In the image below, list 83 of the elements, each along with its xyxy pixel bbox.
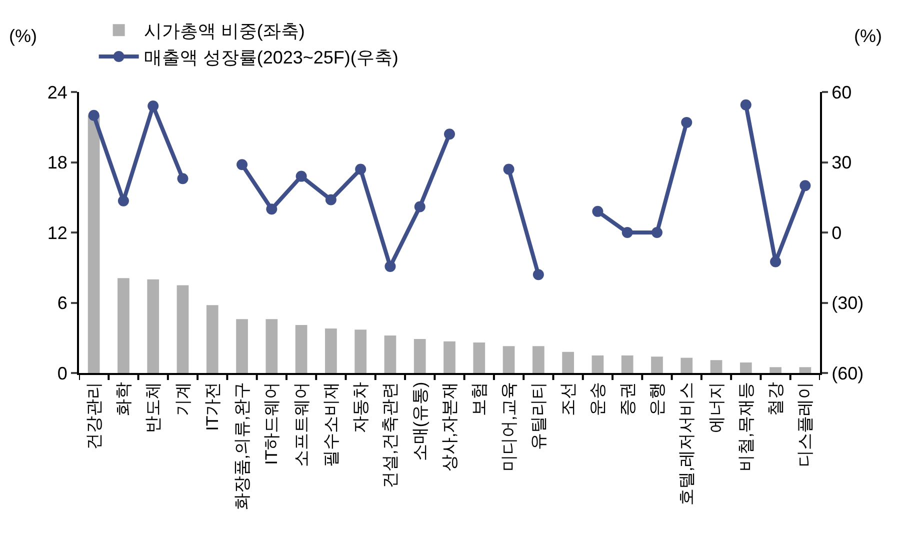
x-tick-label: 철강 — [766, 382, 786, 416]
point — [740, 99, 752, 110]
bar — [176, 285, 189, 373]
x-tick-label: IT가전 — [202, 382, 222, 431]
bar — [562, 352, 574, 373]
point — [681, 116, 692, 128]
point — [88, 110, 100, 121]
x-tick-label: 에너지 — [706, 382, 726, 433]
x-tick-label: 건설,건축관련 — [380, 382, 400, 489]
point — [177, 173, 188, 184]
legend-label: 매출액 성장률(2023~25F)(우축) — [144, 48, 398, 68]
bar — [502, 346, 515, 373]
point — [148, 100, 159, 112]
x-tick-label: 상사,자본재 — [440, 382, 460, 472]
y2-tick-label: 30 — [832, 152, 852, 173]
point — [325, 194, 336, 206]
x-tick-label: 운송 — [588, 382, 608, 416]
bar — [532, 346, 544, 373]
y2-tick-label: (30) — [832, 293, 864, 314]
x-tick-label: 증권 — [618, 382, 637, 416]
x-tick-label: 조선 — [558, 382, 578, 416]
point — [266, 204, 278, 215]
x-tick-label: 소매(유통) — [410, 382, 430, 462]
y2-axis-title: (%) — [854, 26, 882, 46]
legend-label: 시가총액 비중(좌축) — [144, 21, 305, 42]
point — [118, 195, 129, 206]
bar — [236, 319, 248, 373]
y-tick-label: 24 — [47, 82, 68, 102]
point — [592, 206, 604, 217]
x-tick-label: 기계 — [173, 382, 192, 416]
bar — [88, 115, 100, 373]
bar — [621, 355, 634, 373]
x-tick-label: 비철,목재등 — [736, 382, 756, 472]
point — [296, 170, 307, 182]
bar — [444, 341, 456, 373]
bar — [118, 278, 130, 373]
y-tick-label: 12 — [47, 222, 68, 243]
x-tick-label: 디스플레이 — [796, 382, 815, 467]
point — [414, 201, 426, 212]
bar — [325, 328, 337, 373]
x-tick-label: 은행 — [648, 382, 667, 416]
point — [800, 180, 811, 192]
x-tick-label: 건강관리 — [84, 382, 104, 450]
y2-tick-label: (60) — [832, 363, 864, 384]
bar — [651, 356, 663, 373]
x-tick-label: 소프트웨어 — [292, 382, 311, 467]
bar — [799, 367, 812, 373]
bar — [384, 336, 396, 373]
y2-tick-label: 60 — [832, 82, 852, 102]
x-tick-label: 유틸리티 — [528, 382, 548, 450]
bar — [295, 325, 308, 373]
y-tick-label: 6 — [57, 293, 68, 314]
y-tick-label: 18 — [47, 152, 68, 173]
y-tick-label: 0 — [57, 363, 68, 384]
bar — [740, 362, 752, 373]
point — [444, 128, 455, 140]
x-tick-label: 자동차 — [351, 382, 370, 433]
x-tick-label: 보험 — [470, 382, 489, 416]
bar — [710, 360, 722, 373]
point — [355, 164, 366, 175]
bar — [473, 342, 486, 373]
point — [236, 159, 248, 170]
bar — [354, 330, 367, 373]
x-tick-label: 화장품,의류,완구 — [232, 382, 252, 510]
x-tick-label: 화학 — [114, 382, 133, 416]
x-tick-label: 필수소비재 — [321, 382, 340, 467]
point — [622, 227, 633, 238]
bar — [592, 355, 604, 373]
point — [770, 256, 782, 268]
x-tick-label: IT하드웨어 — [262, 382, 282, 465]
bar — [770, 367, 782, 373]
bar — [266, 319, 278, 373]
y2-tick-label: 0 — [832, 222, 842, 243]
x-tick-label: 반도체 — [144, 382, 163, 433]
bar — [206, 305, 218, 373]
x-tick-label: 호텔,레저서비스 — [677, 382, 696, 506]
bar — [147, 279, 160, 373]
point — [384, 260, 396, 272]
x-tick-label: 미디어,교육 — [499, 382, 518, 472]
bar — [680, 358, 693, 373]
bar — [414, 339, 426, 373]
point — [651, 227, 662, 238]
y-axis-title: (%) — [9, 26, 37, 46]
